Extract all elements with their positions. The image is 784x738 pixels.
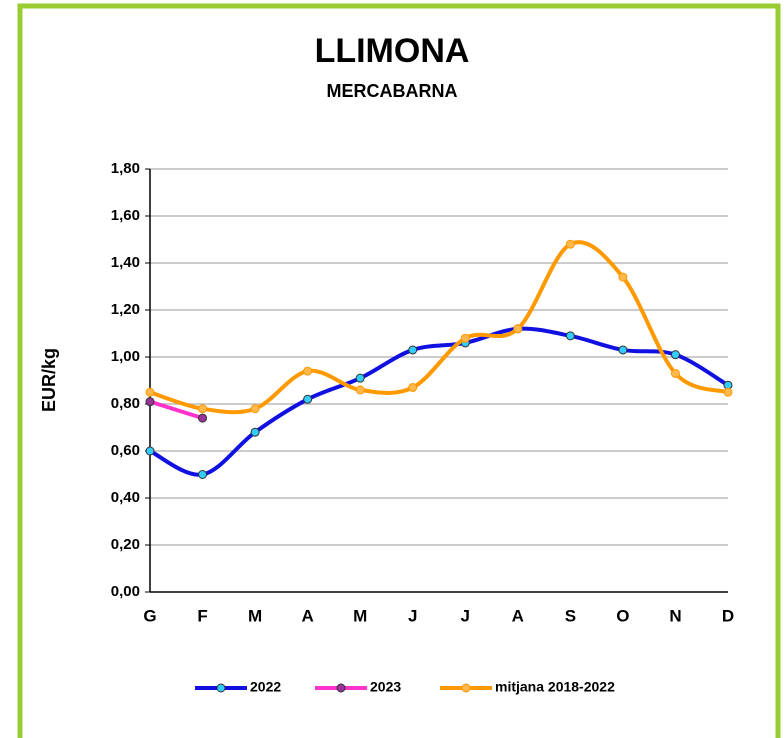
x-tick-label: S bbox=[565, 606, 576, 625]
chart-subtitle: MERCABARNA bbox=[327, 81, 458, 101]
point bbox=[513, 324, 523, 334]
x-tick-label: J bbox=[461, 606, 470, 625]
point bbox=[198, 404, 208, 414]
y-tick-label: 1,20 bbox=[111, 301, 140, 318]
point bbox=[565, 331, 575, 341]
point bbox=[618, 272, 628, 282]
x-tick-label: N bbox=[669, 606, 681, 625]
y-tick-label: 1,80 bbox=[111, 160, 140, 177]
x-tick-label: D bbox=[722, 606, 734, 625]
legend-marker bbox=[461, 683, 471, 693]
legend-label: 2022 bbox=[250, 679, 281, 695]
x-tick-label: O bbox=[616, 606, 629, 625]
x-tick-label: F bbox=[197, 606, 207, 625]
point bbox=[670, 350, 680, 360]
point bbox=[723, 387, 733, 397]
point bbox=[355, 385, 365, 395]
legend-marker bbox=[336, 683, 346, 693]
point bbox=[303, 366, 313, 376]
point bbox=[670, 368, 680, 378]
x-tick-label: M bbox=[353, 606, 367, 625]
point bbox=[145, 387, 155, 397]
x-tick-label: A bbox=[512, 606, 524, 625]
y-tick-label: 0,80 bbox=[111, 395, 140, 412]
point bbox=[145, 397, 155, 407]
x-tick-label: G bbox=[143, 606, 156, 625]
point bbox=[355, 373, 365, 383]
point bbox=[145, 446, 155, 456]
y-tick-label: 1,40 bbox=[111, 254, 140, 271]
point bbox=[460, 333, 470, 343]
y-tick-label: 1,00 bbox=[111, 348, 140, 365]
x-tick-label: M bbox=[248, 606, 262, 625]
chart-title: LLIMONA bbox=[315, 32, 470, 70]
y-tick-label: 0,40 bbox=[111, 489, 140, 506]
x-tick-label: J bbox=[408, 606, 417, 625]
y-tick-label: 1,60 bbox=[111, 207, 140, 224]
point bbox=[408, 345, 418, 355]
point bbox=[250, 427, 260, 437]
point bbox=[250, 404, 260, 414]
point bbox=[198, 413, 208, 423]
point bbox=[408, 383, 418, 393]
y-axis-label: EUR/kg bbox=[39, 348, 59, 412]
point bbox=[565, 239, 575, 249]
legend-label: 2023 bbox=[370, 679, 401, 695]
point bbox=[618, 345, 628, 355]
y-tick-label: 0,00 bbox=[111, 583, 140, 600]
y-tick-label: 0,60 bbox=[111, 442, 140, 459]
legend-label: mitjana 2018-2022 bbox=[495, 679, 615, 695]
point bbox=[303, 394, 313, 404]
y-tick-label: 0,20 bbox=[111, 536, 140, 553]
frame bbox=[17, 3, 781, 738]
legend-marker bbox=[216, 683, 226, 693]
point bbox=[198, 470, 208, 479]
x-tick-label: A bbox=[301, 606, 313, 625]
